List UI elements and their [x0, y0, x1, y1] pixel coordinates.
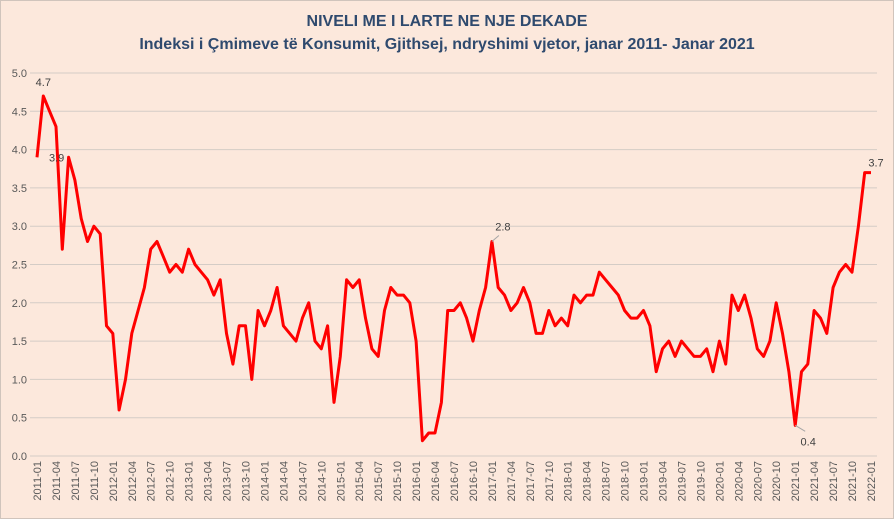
- data-label: 3.9: [49, 152, 64, 164]
- data-label: 2.8: [495, 222, 510, 234]
- x-tick-label: 2018-01: [563, 461, 575, 501]
- x-tick-label: 2018-07: [601, 461, 613, 501]
- x-tick-label: 2016-04: [430, 461, 442, 501]
- x-tick-label: 2013-01: [184, 461, 196, 501]
- chart-title: NIVELI ME I LARTE NE NJE DEKADE: [306, 13, 588, 30]
- x-tick-label: 2018-10: [620, 461, 632, 501]
- x-tick-label: 2016-07: [449, 461, 461, 501]
- x-tick-label: 2019-07: [676, 461, 688, 501]
- x-tick-label: 2011-04: [51, 461, 63, 501]
- y-tick-label: 1.5: [12, 336, 27, 348]
- x-tick-label: 2021-04: [809, 461, 821, 501]
- y-tick-label: 4.0: [12, 145, 27, 157]
- x-tick-label: 2013-07: [222, 461, 234, 501]
- chart-subtitle: Indeksi i Çmimeve të Konsumit, Gjithsej,…: [139, 36, 755, 53]
- x-tick-label: 2016-01: [411, 461, 423, 501]
- x-tick-label: 2014-10: [316, 461, 328, 501]
- annotation-leader: [794, 424, 806, 432]
- x-tick-label: 2011-01: [32, 461, 44, 501]
- x-tick-label: 2017-07: [525, 461, 537, 501]
- y-tick-label: 3.5: [12, 183, 27, 195]
- x-tick-label: 2020-04: [733, 461, 745, 501]
- x-tick-label: 2014-07: [297, 461, 309, 501]
- x-tick-label: 2020-07: [752, 461, 764, 501]
- x-tick-label: 2015-07: [373, 461, 385, 501]
- x-tick-label: 2020-01: [714, 461, 726, 501]
- x-tick-label: 2017-10: [544, 461, 556, 501]
- x-tick-label: 2015-10: [392, 461, 404, 501]
- x-tick-label: 2019-01: [639, 461, 651, 501]
- x-tick-label: 2014-04: [278, 461, 290, 501]
- x-tick-label: 2015-01: [335, 461, 347, 501]
- x-tick-label: 2011-07: [70, 461, 82, 501]
- data-label: 0.4: [801, 436, 816, 448]
- x-tick-label: 2013-10: [241, 461, 253, 501]
- x-tick-label: 2012-07: [146, 461, 158, 501]
- x-tick-label: 2019-10: [695, 461, 707, 501]
- x-tick-label: 2017-01: [487, 461, 499, 501]
- x-tick-label: 2012-04: [127, 461, 139, 501]
- series-line: [35, 94, 871, 443]
- x-tick-label: 2014-01: [259, 461, 271, 501]
- data-label: 3.7: [868, 158, 883, 170]
- y-tick-label: 4.5: [12, 106, 27, 118]
- x-tick-label: 2020-10: [771, 461, 783, 501]
- y-tick-label: 0.5: [12, 413, 27, 425]
- x-tick-label: 2011-10: [89, 461, 101, 501]
- x-tick-label: 2019-04: [658, 461, 670, 501]
- y-tick-label: 3.0: [12, 221, 27, 233]
- x-tick-label: 2015-04: [354, 461, 366, 501]
- x-tick-label: 2017-04: [506, 461, 518, 501]
- x-tick-label: 2018-04: [582, 461, 594, 501]
- x-tick-label: 2021-07: [828, 461, 840, 501]
- y-tick-label: 2.0: [12, 298, 27, 310]
- y-tick-label: 2.5: [12, 260, 27, 272]
- x-tick-label: 2012-01: [108, 461, 120, 501]
- x-tick-label: 2013-04: [203, 461, 215, 501]
- x-tick-label: 2022-01: [866, 461, 878, 501]
- x-tick-label: 2021-01: [790, 461, 802, 501]
- data-label: 4.7: [36, 77, 51, 89]
- x-tick-label: 2012-10: [165, 461, 177, 501]
- x-tick-label: 2021-10: [847, 461, 859, 501]
- x-tick-label: 2016-10: [468, 461, 480, 501]
- y-tick-label: 5.0: [12, 68, 27, 80]
- y-tick-label: 0.0: [12, 451, 27, 463]
- annotation-leader: [491, 235, 500, 242]
- y-tick-label: 1.0: [12, 374, 27, 386]
